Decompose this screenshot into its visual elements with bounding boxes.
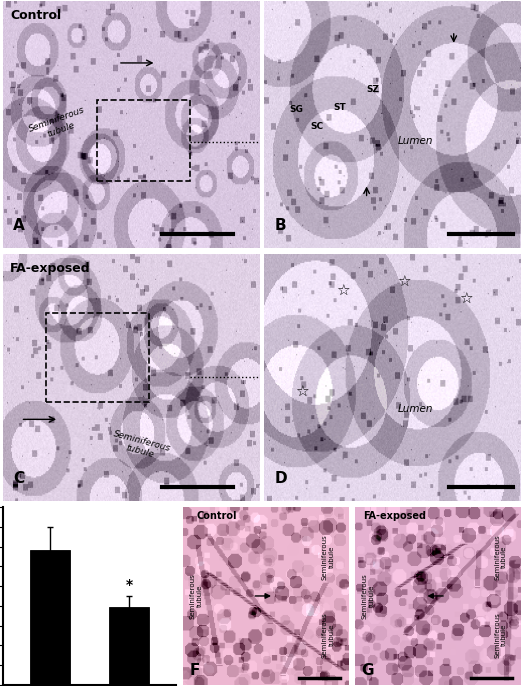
Text: B: B xyxy=(275,218,286,233)
Text: Seminiferous
tubule: Seminiferous tubule xyxy=(322,612,335,658)
Text: C: C xyxy=(13,471,24,486)
Text: ☆: ☆ xyxy=(295,385,309,400)
Bar xyxy=(109,607,149,685)
Text: Seminiferous
tubule: Seminiferous tubule xyxy=(190,573,203,619)
Text: *: * xyxy=(126,578,132,591)
Text: Seminiferous
tubule: Seminiferous tubule xyxy=(322,534,335,580)
Text: SC: SC xyxy=(310,122,323,132)
Text: SG: SG xyxy=(290,105,303,114)
Text: Control: Control xyxy=(196,511,237,521)
Text: Seminiferous
tubule: Seminiferous tubule xyxy=(362,573,375,619)
Text: Seminiferous
tubule: Seminiferous tubule xyxy=(28,105,90,144)
Text: ST: ST xyxy=(333,103,346,112)
Text: Lumen: Lumen xyxy=(397,404,433,414)
Text: Seminiferous
tubule: Seminiferous tubule xyxy=(494,612,507,658)
Text: ☆: ☆ xyxy=(397,274,411,289)
Text: SZ: SZ xyxy=(367,86,380,95)
Text: F: F xyxy=(189,663,200,678)
Text: G: G xyxy=(361,663,374,678)
Text: Seminiferous
tubule: Seminiferous tubule xyxy=(494,534,507,580)
Text: FA-exposed: FA-exposed xyxy=(10,262,91,274)
Text: ☆: ☆ xyxy=(459,292,472,307)
Text: D: D xyxy=(275,471,287,486)
Text: ☆: ☆ xyxy=(336,284,349,299)
Bar xyxy=(46,314,149,402)
Bar xyxy=(30,549,70,685)
Text: A: A xyxy=(13,218,25,233)
Bar xyxy=(97,100,190,181)
Text: FA-exposed: FA-exposed xyxy=(363,511,426,521)
Text: Seminiferous
tubule: Seminiferous tubule xyxy=(110,429,172,464)
Text: Lumen: Lumen xyxy=(397,137,433,146)
Text: Control: Control xyxy=(10,9,61,22)
